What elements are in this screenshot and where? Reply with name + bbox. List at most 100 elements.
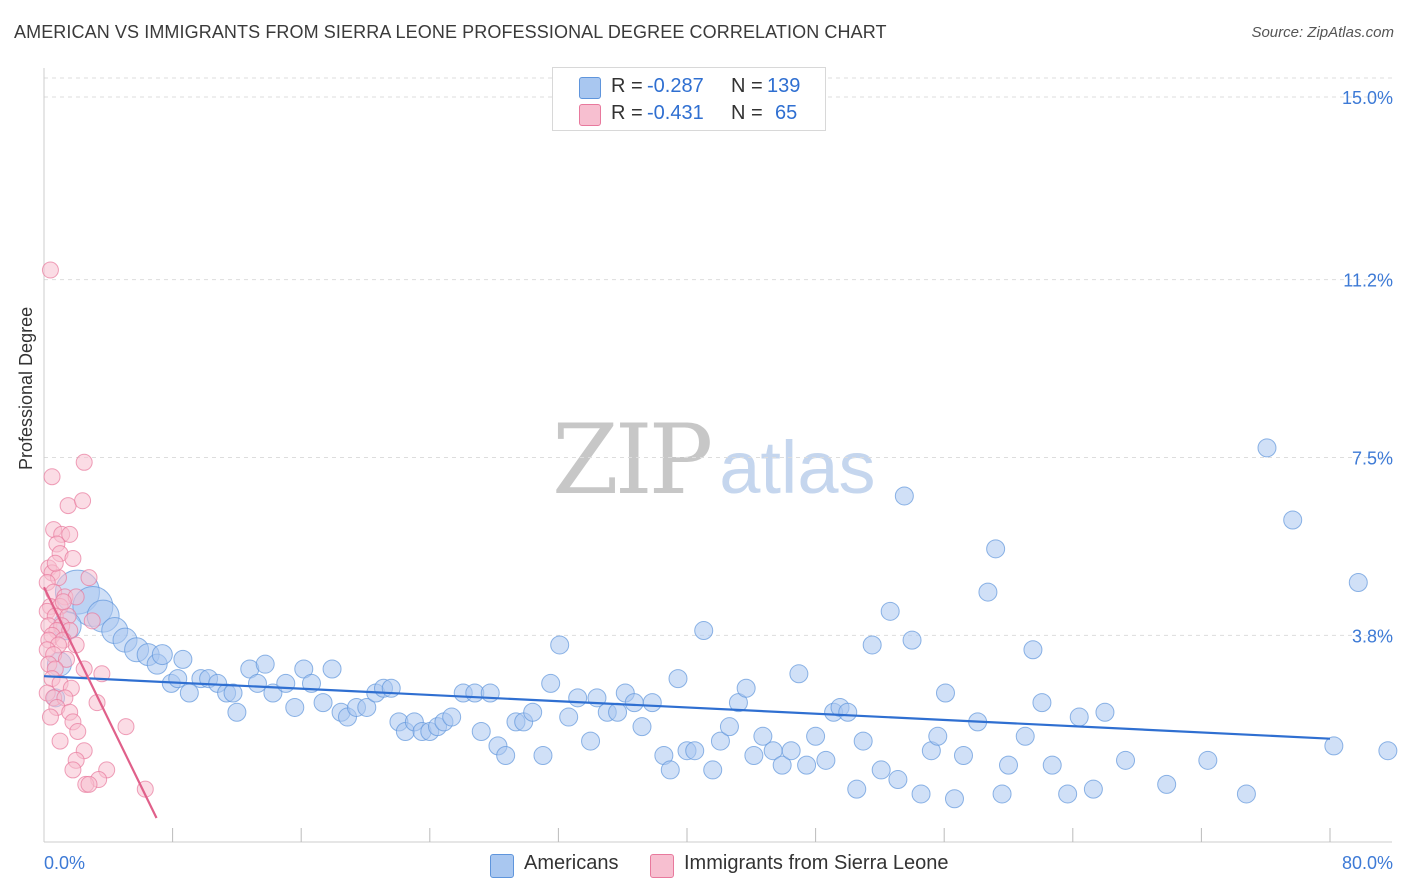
- point-sierra-leone: [80, 775, 98, 793]
- point-americans: [789, 664, 809, 684]
- point-americans: [496, 746, 516, 766]
- source-label: Source: ZipAtlas.com: [1251, 24, 1394, 41]
- point-americans: [223, 683, 243, 703]
- point-americans: [276, 673, 296, 693]
- series-americans-points: [46, 438, 1398, 809]
- point-sierra-leone: [59, 497, 77, 515]
- point-americans: [660, 760, 680, 780]
- trend-lines: [43, 586, 1331, 819]
- point-americans: [736, 678, 756, 698]
- trend-line-sierra-leone: [43, 586, 158, 819]
- bottom-legend-swatch-americans: [490, 854, 514, 878]
- point-americans: [1198, 750, 1218, 770]
- legend-r-label: R =: [611, 102, 643, 124]
- point-americans: [816, 750, 836, 770]
- point-americans: [541, 673, 561, 693]
- point-americans: [847, 779, 867, 799]
- watermark-zip: ZIP: [552, 404, 713, 516]
- point-americans: [894, 486, 914, 506]
- point-americans: [227, 702, 247, 722]
- legend-r-value: -0.431: [647, 102, 704, 124]
- x-tick-label-max: 80.0%: [1342, 853, 1393, 873]
- legend-r-label: R =: [611, 75, 643, 97]
- point-americans: [753, 726, 773, 746]
- point-sierra-leone: [41, 261, 59, 279]
- point-americans: [880, 601, 900, 621]
- point-americans: [781, 741, 801, 761]
- point-americans: [853, 731, 873, 751]
- point-americans: [179, 683, 199, 703]
- point-americans: [703, 760, 723, 780]
- point-americans: [1095, 702, 1115, 722]
- point-sierra-leone: [54, 593, 72, 611]
- point-americans: [1324, 736, 1344, 756]
- point-americans: [902, 630, 922, 650]
- point-americans: [986, 539, 1006, 559]
- series-sierra-leone-points: [38, 261, 154, 798]
- y-axis-label: Professional Degree: [16, 306, 36, 470]
- legend-n-value: 139: [767, 75, 801, 97]
- axes: [43, 68, 1392, 843]
- point-sierra-leone: [74, 492, 92, 510]
- legend-r-value: -0.287: [647, 75, 704, 97]
- point-americans: [1023, 640, 1043, 660]
- point-americans: [935, 683, 955, 703]
- point-americans: [1042, 755, 1062, 775]
- point-americans: [285, 697, 305, 717]
- point-americans: [533, 746, 553, 766]
- point-americans: [247, 673, 267, 693]
- point-americans: [772, 755, 792, 775]
- point-americans: [862, 635, 882, 655]
- point-americans: [1236, 784, 1256, 804]
- point-sierra-leone: [75, 453, 93, 471]
- point-americans: [559, 707, 579, 727]
- point-americans: [1015, 726, 1035, 746]
- point-americans: [685, 741, 705, 761]
- point-americans: [1378, 741, 1398, 761]
- point-americans: [944, 789, 964, 809]
- point-americans: [1157, 774, 1177, 794]
- point-americans: [442, 707, 462, 727]
- y-tick-label: 15.0%: [1342, 88, 1393, 108]
- legend-n-label: N =: [731, 102, 763, 124]
- stats-legend: R = -0.287 N = 139 R = -0.431 N = 65: [552, 67, 826, 131]
- point-sierra-leone: [69, 722, 87, 740]
- point-americans: [668, 669, 688, 689]
- point-sierra-leone: [58, 650, 76, 668]
- point-americans: [1257, 438, 1277, 458]
- point-americans: [313, 693, 333, 713]
- point-americans: [928, 726, 948, 746]
- point-americans: [550, 635, 570, 655]
- point-americans: [806, 726, 826, 746]
- point-americans: [642, 693, 662, 713]
- trend-line-americans: [43, 675, 1331, 740]
- point-sierra-leone: [43, 468, 61, 486]
- watermark-atlas: atlas: [719, 426, 876, 509]
- point-americans: [871, 760, 891, 780]
- y-tick-label: 7.5%: [1352, 449, 1393, 469]
- y-tick-label: 3.8%: [1352, 626, 1393, 646]
- point-americans: [719, 717, 739, 737]
- point-americans: [999, 755, 1018, 775]
- point-americans: [168, 669, 188, 689]
- legend-row-americans: R = -0.287 N = 139: [553, 73, 825, 101]
- point-americans: [581, 731, 601, 751]
- chart-title: AMERICAN VS IMMIGRANTS FROM SIERRA LEONE…: [14, 22, 887, 42]
- legend-swatch-sierra-leone: [579, 104, 601, 126]
- point-sierra-leone: [51, 732, 69, 750]
- point-americans: [151, 644, 173, 666]
- point-americans: [744, 746, 764, 766]
- y-tick-label: 11.2%: [1343, 271, 1393, 291]
- point-americans: [888, 770, 908, 790]
- point-americans: [1083, 779, 1103, 799]
- bottom-legend-label-americans: Americans: [524, 852, 619, 874]
- point-americans: [255, 654, 275, 674]
- point-sierra-leone: [41, 708, 59, 726]
- point-americans: [992, 784, 1012, 804]
- point-americans: [1348, 572, 1368, 592]
- point-americans: [710, 731, 730, 751]
- point-americans: [471, 721, 491, 741]
- point-americans: [1283, 510, 1303, 530]
- point-americans: [608, 702, 628, 722]
